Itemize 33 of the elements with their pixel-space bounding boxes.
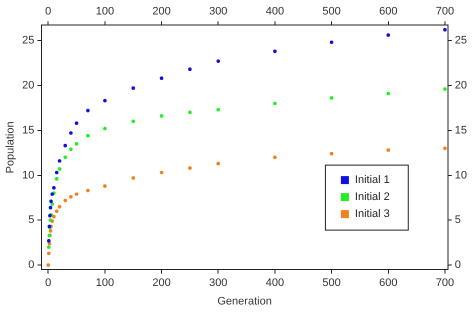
y2-tick-label: 0 xyxy=(454,259,461,272)
x-tick-label: 300 xyxy=(209,277,228,290)
y2-tick-label: 10 xyxy=(454,169,468,182)
legend-label: Initial 1 xyxy=(354,174,390,186)
y-tick-label: 0 xyxy=(28,259,34,272)
x-tick-label: 600 xyxy=(379,277,398,290)
legend-label: Initial 2 xyxy=(354,191,390,204)
x2-tick-label: 300 xyxy=(209,6,228,18)
x2-tick-label: 200 xyxy=(152,6,171,18)
x-tick-label: 500 xyxy=(322,277,341,290)
y2-tick-label: 5 xyxy=(454,214,461,226)
y-tick-label: 25 xyxy=(22,34,34,47)
y-tick-label: 15 xyxy=(22,124,34,136)
x2-tick-label: 700 xyxy=(436,6,454,18)
x2-tick-label: 100 xyxy=(96,6,114,18)
x-tick-label: 100 xyxy=(96,277,114,290)
y2-tick-label: 25 xyxy=(454,34,468,47)
x2-tick-label: 600 xyxy=(379,6,398,18)
y2-tick-label: 15 xyxy=(454,124,468,136)
legend-label: Initial 3 xyxy=(354,208,390,220)
x-axis-title: Generation xyxy=(217,295,272,308)
x2-tick-label: 0 xyxy=(45,6,52,18)
y-axis-title: Population xyxy=(4,121,17,174)
y2-tick-label: 20 xyxy=(454,79,468,92)
y-tick-label: 20 xyxy=(22,79,34,92)
x-tick-label: 400 xyxy=(266,277,284,290)
x2-tick-label: 500 xyxy=(322,6,341,18)
x2-tick-label: 400 xyxy=(266,6,284,18)
y-tick-label: 5 xyxy=(28,214,34,226)
x-tick-label: 0 xyxy=(45,277,52,290)
x-tick-label: 200 xyxy=(152,277,171,290)
y-tick-label: 10 xyxy=(22,169,34,182)
x-tick-label: 700 xyxy=(436,277,454,290)
